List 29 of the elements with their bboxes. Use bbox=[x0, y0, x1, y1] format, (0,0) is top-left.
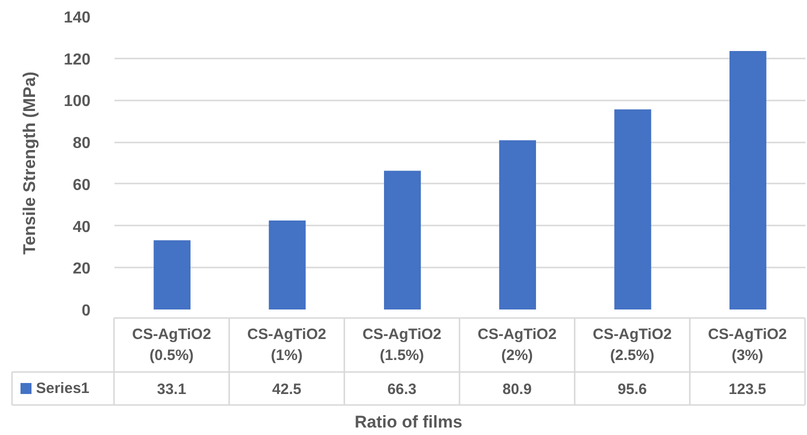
x-tick-label: CS-AgTiO2 (3%) bbox=[708, 326, 787, 364]
y-tick-label: 60 bbox=[72, 176, 91, 194]
data-label: 95.6 bbox=[618, 381, 647, 398]
y-tick-label: 80 bbox=[72, 135, 91, 152]
y-tick-label: 20 bbox=[72, 260, 91, 278]
bar bbox=[268, 220, 306, 310]
x-tick-label: CS-AgTiO2 (1.5%) bbox=[362, 326, 442, 364]
y-axis-title: Tensile Strength (MPa) bbox=[20, 72, 39, 254]
x-tick-label: CS-AgTiO2 (0.5%) bbox=[132, 326, 212, 364]
y-tick-label: 140 bbox=[64, 10, 91, 26]
data-label: 33.1 bbox=[156, 381, 186, 398]
legend-label: Series1 bbox=[36, 380, 90, 397]
bar bbox=[499, 140, 536, 310]
data-label: 80.9 bbox=[502, 381, 532, 398]
x-tick-label: CS-AgTiO2 (2.5%) bbox=[592, 326, 672, 364]
data-label: 66.3 bbox=[387, 381, 417, 398]
x-tick-label: CS-AgTiO2 (2%) bbox=[478, 326, 557, 364]
x-tick-label: CS-AgTiO2 (1%) bbox=[247, 326, 326, 364]
bar bbox=[614, 109, 652, 310]
bar bbox=[729, 51, 766, 310]
data-label: 42.5 bbox=[272, 381, 302, 398]
y-tick-label: 40 bbox=[72, 218, 91, 236]
y-tick-label: 0 bbox=[82, 302, 91, 320]
y-tick-label: 120 bbox=[64, 51, 91, 68]
x-axis-title: Ratio of films bbox=[354, 412, 462, 432]
bar bbox=[154, 240, 191, 310]
bar bbox=[384, 170, 421, 310]
data-label: 123.5 bbox=[728, 381, 766, 398]
y-tick-label: 100 bbox=[64, 93, 91, 110]
